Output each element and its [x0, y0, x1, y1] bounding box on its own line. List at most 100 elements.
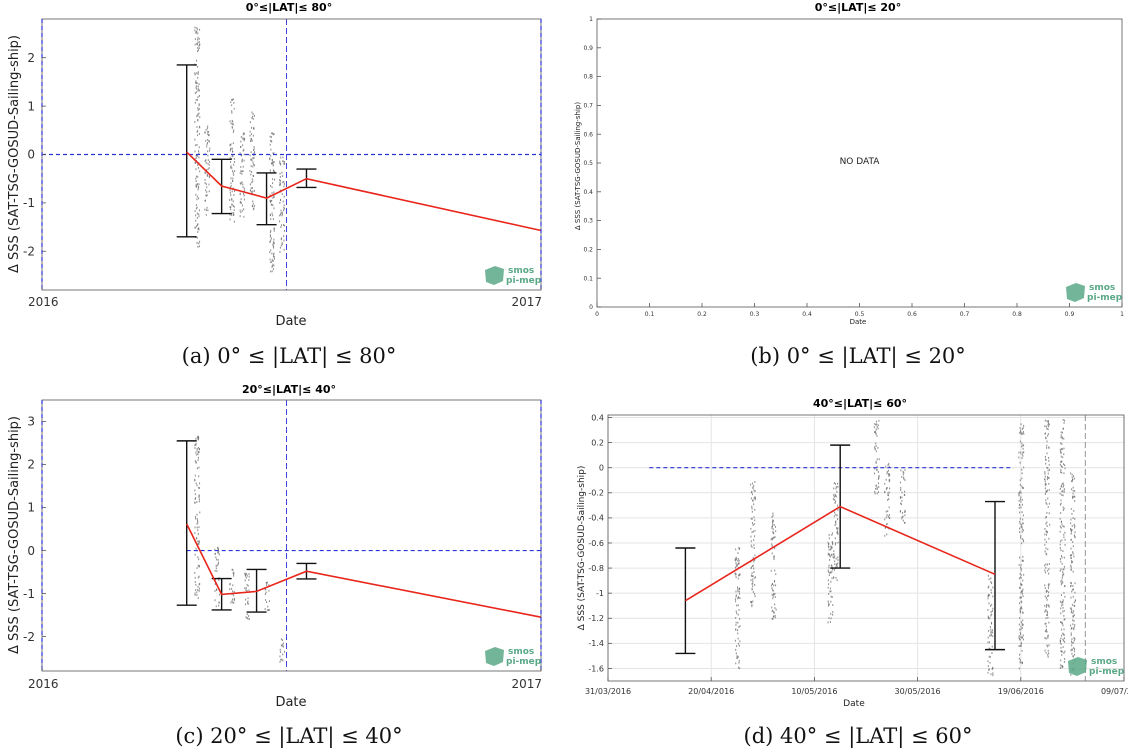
scatter-point: [271, 158, 273, 161]
scatter-point: [272, 268, 274, 271]
scatter-point: [876, 468, 878, 471]
scatter-point: [828, 534, 830, 536]
scatter-point: [1063, 489, 1065, 492]
scatter-point: [229, 206, 231, 208]
scatter-point: [1044, 483, 1046, 485]
scatter-point: [1022, 431, 1024, 433]
scatter-point: [218, 550, 220, 553]
scatter-point: [734, 558, 736, 561]
scatter-point: [241, 159, 243, 162]
scatter-point: [229, 120, 231, 123]
scatter-point: [279, 246, 281, 249]
scatter-point: [1045, 609, 1047, 612]
scatter-point: [1070, 508, 1072, 510]
logo-text-smos: smos: [1089, 283, 1115, 293]
scatter-point: [1060, 469, 1062, 471]
scatter-point: [751, 493, 753, 496]
y-tick-label-6: 0.6: [583, 131, 593, 138]
scatter-point: [229, 213, 231, 216]
scatter-point: [1060, 434, 1062, 437]
scatter-point: [1019, 638, 1021, 641]
scatter-point: [251, 117, 253, 119]
y-tick-label-0: -2: [23, 244, 35, 258]
scatter-point: [195, 437, 197, 440]
scatter-point: [1061, 431, 1063, 434]
scatter-point: [197, 129, 199, 132]
scatter-point: [774, 603, 776, 606]
scatter-point: [214, 553, 216, 555]
scatter-point: [195, 82, 197, 84]
scatter-point: [264, 593, 266, 595]
scatter-point: [197, 597, 199, 599]
scatter-point: [198, 540, 200, 543]
scatter-point: [752, 585, 754, 588]
scatter-point: [988, 594, 990, 596]
logo-text-smos: smos: [508, 266, 534, 276]
scatter-point: [253, 205, 255, 207]
scatter-point: [989, 617, 991, 620]
scatter-point: [1020, 491, 1022, 494]
scatter-point: [194, 43, 196, 46]
scatter-point: [206, 175, 208, 177]
scatter-point: [239, 215, 241, 217]
scatter-point: [1047, 428, 1049, 431]
scatter-point: [271, 199, 273, 202]
scatter-point: [901, 496, 903, 499]
scatter-point: [831, 532, 833, 535]
scatter-point: [197, 175, 199, 178]
scatter-point: [1018, 623, 1020, 626]
y-tick-label-4: 2: [27, 458, 35, 472]
scatter-point: [195, 547, 197, 550]
scatter-point: [904, 479, 906, 481]
scatter-point: [1046, 490, 1048, 493]
scatter-point: [266, 609, 268, 612]
scatter-point: [1070, 554, 1072, 557]
scatter-point: [198, 498, 200, 501]
scatter-point: [197, 32, 199, 35]
scatter-point: [250, 158, 252, 161]
scatter-point: [1070, 472, 1072, 475]
scatter-point: [754, 535, 756, 538]
scatter-point: [1072, 492, 1074, 495]
scatter-point: [281, 212, 283, 215]
scatter-point: [241, 158, 243, 161]
scatter-point: [835, 542, 837, 544]
scatter-point: [773, 532, 775, 535]
scatter-point: [231, 568, 233, 571]
scatter-point: [987, 595, 989, 597]
scatter-point: [194, 161, 196, 164]
scatter-point: [1021, 433, 1023, 436]
scatter-point: [772, 523, 774, 526]
scatter-point: [1059, 569, 1061, 572]
scatter-point: [272, 263, 274, 266]
scatter-point: [754, 496, 756, 499]
scatter-point: [875, 442, 877, 445]
scatter-point: [1044, 649, 1046, 652]
y-tick-label-5: -0.6: [588, 539, 604, 548]
scatter-point: [735, 548, 737, 551]
scatter-point: [772, 531, 774, 533]
scatter-point: [197, 118, 199, 121]
scatter-point: [253, 127, 255, 130]
scatter-point: [874, 423, 876, 425]
scatter-point: [1074, 495, 1076, 498]
scatter-point: [270, 218, 272, 220]
scatter-point: [735, 595, 737, 598]
scatter-point: [1064, 585, 1066, 588]
scatter-point: [217, 563, 219, 565]
scatter-point: [1046, 530, 1048, 533]
scatter-point: [195, 589, 197, 591]
scatter-point: [196, 59, 198, 62]
scatter-point: [273, 133, 275, 135]
scatter-point: [1059, 503, 1061, 506]
scatter-point: [218, 604, 220, 607]
scatter-point: [196, 115, 198, 118]
scatter-point: [739, 597, 741, 599]
scatter-point: [1073, 510, 1075, 512]
scatter-point: [249, 134, 251, 137]
scatter-point: [874, 490, 876, 493]
scatter-point: [271, 203, 273, 206]
scatter-point: [828, 564, 830, 567]
scatter-point: [835, 521, 837, 523]
